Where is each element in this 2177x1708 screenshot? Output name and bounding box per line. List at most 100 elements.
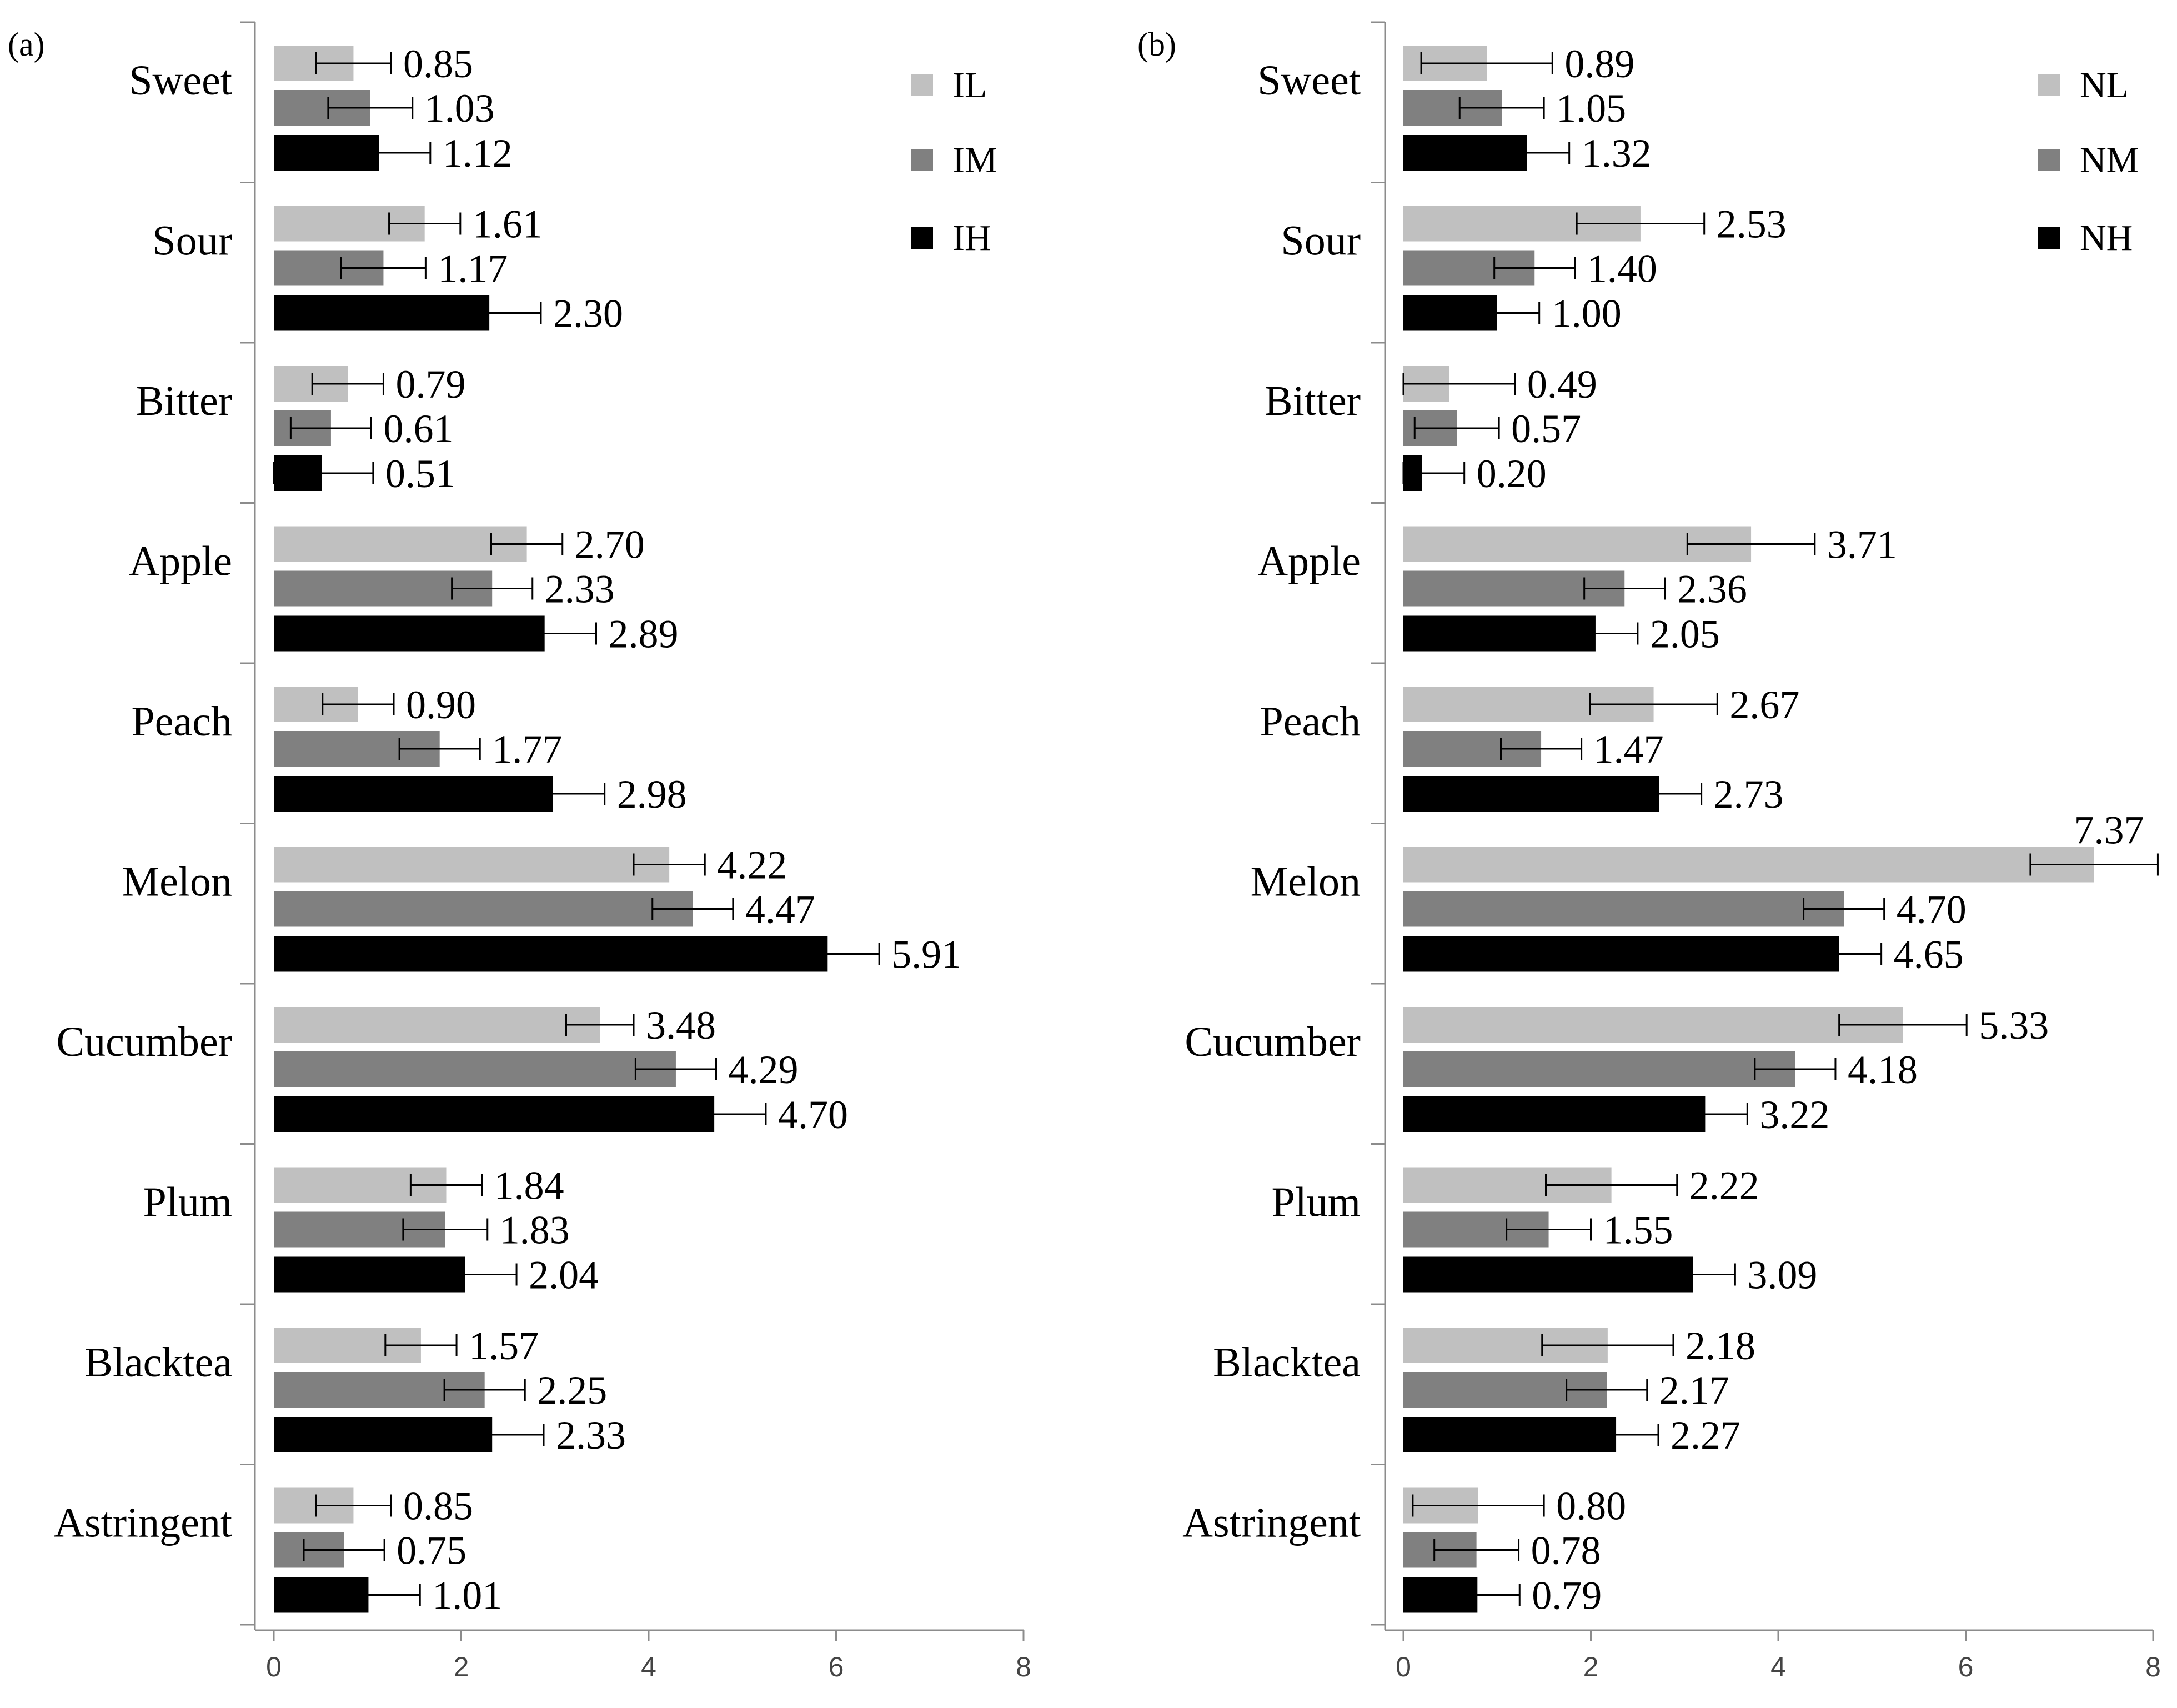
value-label: 1.61	[473, 202, 543, 247]
value-label: 0.75	[397, 1529, 466, 1573]
category-label: Bitter	[136, 378, 232, 424]
value-label: 1.40	[1587, 247, 1657, 291]
panel-b: (b) 0 2 4 6 8 Sweet 0.891.051.32 Sour 2.53 1.401.0…	[1137, 21, 2161, 1682]
value-label: 5.33	[1979, 1003, 2049, 1048]
bar-nl	[1403, 847, 2094, 883]
category-label: Sweet	[129, 57, 232, 104]
bar-im	[274, 891, 693, 927]
value-label: 1.32	[1582, 131, 1652, 176]
x-tick-label: 6	[1958, 1651, 1974, 1682]
value-label: 2.22	[1689, 1164, 1759, 1208]
value-label: 2.25	[537, 1368, 607, 1413]
value-label: 4.65	[1894, 933, 1964, 977]
bar-ih	[274, 936, 828, 972]
value-label: 1.17	[438, 247, 508, 291]
bar-nl	[1403, 1007, 1903, 1043]
bar-nm	[1403, 891, 1844, 927]
value-label: 0.85	[403, 42, 473, 86]
value-label: 2.27	[1671, 1413, 1740, 1457]
value-label: 3.71	[1827, 523, 1897, 567]
x-tick-label: 0	[1396, 1651, 1411, 1682]
value-label: 1.47	[1594, 727, 1664, 772]
x-tick-label: 4	[641, 1651, 656, 1682]
legend-label: IM	[952, 140, 997, 181]
value-label: 2.30	[553, 292, 623, 336]
value-label: 2.17	[1659, 1368, 1729, 1413]
value-label: 2.33	[545, 567, 615, 612]
bar-im	[274, 1051, 676, 1087]
value-label: 0.78	[1531, 1529, 1601, 1573]
legend-swatch-ih	[911, 227, 933, 249]
panel-label: (b)	[1137, 26, 1176, 63]
value-label: 4.22	[717, 843, 787, 888]
category-label: Plum	[1272, 1179, 1361, 1226]
value-label: 0.51	[385, 452, 455, 496]
legend-swatch-nm	[2038, 149, 2060, 171]
x-tick-label: 0	[266, 1651, 282, 1682]
x-tick-label: 8	[2145, 1651, 2161, 1682]
value-label: 0.79	[395, 362, 465, 407]
category-label: Melon	[122, 859, 232, 905]
value-label: 1.77	[492, 727, 562, 772]
category-label: Peach	[1260, 698, 1361, 745]
category-label: Blacktea	[1213, 1339, 1361, 1386]
value-label: 2.89	[609, 612, 679, 657]
value-label: 1.57	[469, 1324, 539, 1368]
bar-nh	[1403, 936, 1839, 972]
value-label: 2.98	[617, 772, 687, 817]
bar-il	[274, 1007, 600, 1043]
bar-il	[274, 847, 670, 883]
category-label: Sour	[1281, 218, 1361, 264]
category-label: Sweet	[1257, 57, 1361, 104]
category-label: Apple	[1257, 538, 1361, 585]
x-tick-label: 6	[829, 1651, 844, 1682]
panel-label: (a)	[8, 26, 45, 63]
value-label: 2.04	[529, 1253, 599, 1298]
category-label: Plum	[143, 1179, 233, 1226]
bar-ih	[274, 1096, 715, 1132]
value-label: 5.91	[891, 933, 961, 977]
legend-label: NL	[2080, 65, 2129, 106]
value-label: 4.29	[729, 1048, 799, 1092]
legend-swatch-il	[911, 74, 933, 96]
value-label: 4.18	[1848, 1048, 1918, 1092]
x-tick-label: 8	[1016, 1651, 1031, 1682]
value-label: 2.05	[1650, 612, 1720, 657]
value-label: 0.79	[1532, 1574, 1602, 1618]
category-label: Cucumber	[1185, 1019, 1361, 1065]
value-label: 0.90	[406, 683, 476, 727]
legend-swatch-nl	[2038, 74, 2060, 96]
value-label: 0.57	[1511, 407, 1581, 451]
value-label: 2.33	[556, 1413, 626, 1457]
category-label: Blacktea	[84, 1339, 232, 1386]
value-label: 2.36	[1677, 567, 1747, 612]
x-tick-label: 2	[454, 1651, 469, 1682]
bar-nh	[1403, 1256, 1693, 1293]
legend-label: IH	[952, 218, 991, 258]
value-label: 4.70	[778, 1093, 848, 1137]
value-label: 0.61	[384, 407, 454, 451]
value-label: 3.48	[646, 1003, 716, 1048]
value-label: 0.49	[1527, 362, 1597, 407]
legend-swatch-im	[911, 149, 933, 171]
legend-label: NH	[2080, 218, 2133, 258]
value-label: 4.47	[745, 888, 815, 932]
value-label: 3.09	[1747, 1253, 1817, 1298]
bar-nh	[1403, 1096, 1706, 1132]
bar-il	[274, 526, 527, 562]
value-label: 2.73	[1714, 772, 1784, 817]
category-label: Bitter	[1265, 378, 1361, 424]
value-label: 0.80	[1556, 1484, 1626, 1529]
bar-nm	[1403, 1051, 1795, 1087]
x-tick-label: 2	[1583, 1651, 1599, 1682]
legend-swatch-nh	[2038, 227, 2060, 249]
category-label: Cucumber	[56, 1019, 232, 1065]
category-label: Astringent	[1182, 1500, 1361, 1546]
value-label: 1.03	[425, 86, 495, 131]
value-label: 1.01	[432, 1574, 502, 1618]
value-label: 0.85	[403, 1484, 473, 1529]
value-label: 2.53	[1717, 202, 1787, 247]
value-label: 1.00	[1552, 292, 1622, 336]
